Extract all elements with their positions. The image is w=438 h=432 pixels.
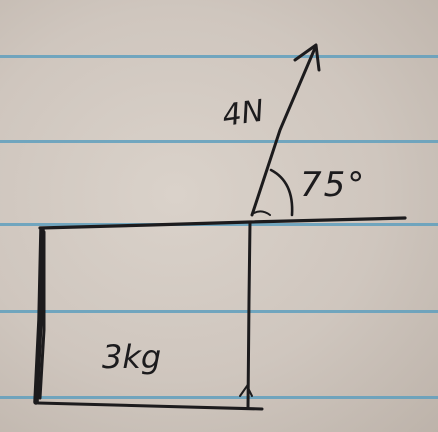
ruled-line-1 bbox=[0, 55, 438, 58]
corner-tick bbox=[239, 384, 253, 397]
block-bottom-edge bbox=[36, 401, 264, 411]
block-left-edge bbox=[33, 227, 45, 405]
ruled-line-5 bbox=[0, 396, 438, 399]
force-arrow-head bbox=[293, 43, 321, 72]
block-left-edge-overdraw bbox=[38, 230, 46, 400]
angle-arc bbox=[269, 168, 294, 217]
ruled-line-4 bbox=[0, 310, 438, 313]
mass-label: 3kg bbox=[102, 338, 161, 376]
force-label: 4N bbox=[220, 93, 266, 133]
force-arrow-shaft bbox=[250, 46, 317, 217]
angle-label: 75° bbox=[300, 165, 366, 205]
block-top-edge bbox=[38, 216, 407, 230]
contact-point-mark bbox=[253, 210, 271, 216]
ruled-line-2 bbox=[0, 140, 438, 143]
block-right-edge bbox=[246, 220, 252, 410]
